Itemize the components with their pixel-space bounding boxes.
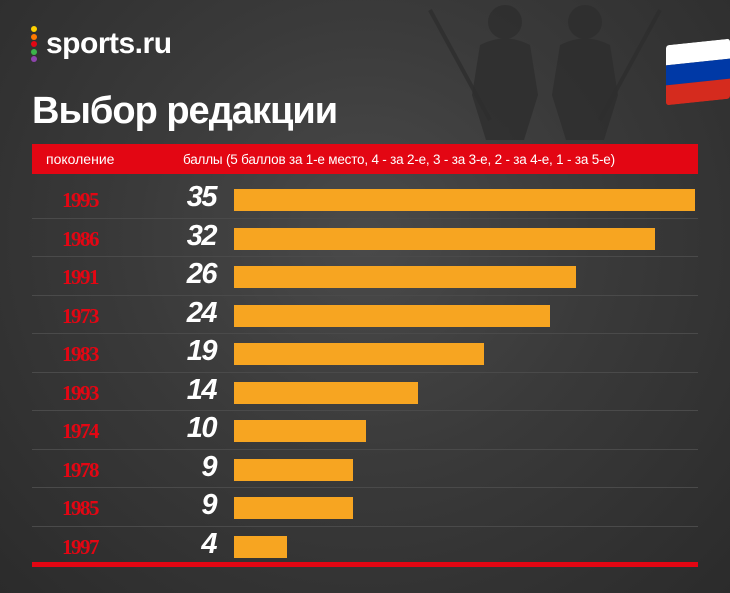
category-label: 1974 bbox=[62, 419, 100, 443]
header-generation: поколение bbox=[46, 151, 115, 167]
category-label: 1978 bbox=[62, 457, 100, 482]
bar bbox=[234, 535, 287, 558]
bar bbox=[234, 304, 551, 327]
value-label: 9 bbox=[201, 489, 217, 521]
bar bbox=[234, 227, 656, 250]
bar bbox=[234, 189, 695, 211]
logo-dot bbox=[31, 48, 37, 55]
value-label: 35 bbox=[186, 181, 218, 213]
logo-dot bbox=[31, 41, 37, 47]
value-label: 14 bbox=[186, 373, 218, 406]
russian-flag-icon bbox=[666, 38, 730, 106]
logo-dot bbox=[31, 33, 37, 40]
bar-row: 1985 9 bbox=[32, 488, 698, 527]
value-label: 32 bbox=[186, 219, 218, 252]
table-header: поколение баллы (5 баллов за 1-е место, … bbox=[32, 144, 698, 174]
sports-ru-logo[interactable]: sports.ru bbox=[30, 26, 172, 62]
bar bbox=[234, 420, 366, 442]
bar-row: 1974 10 bbox=[32, 411, 698, 450]
value-label: 4 bbox=[201, 527, 217, 560]
value-label: 9 bbox=[201, 450, 217, 483]
category-label: 1995 bbox=[62, 188, 100, 212]
bar-row: 1997 4 bbox=[32, 527, 698, 565]
bar-row: 1978 9 bbox=[32, 450, 698, 488]
bar-row: 1991 26 bbox=[32, 257, 698, 296]
category-label: 1985 bbox=[62, 496, 100, 520]
logo-text: sports.ru bbox=[46, 27, 172, 60]
bar-row: 1995 35 bbox=[32, 180, 698, 219]
bar-chart: 1995 35 1986 32 1991 26 1973 24 1983 19 1993 14 1974… bbox=[32, 180, 698, 565]
category-label: 1973 bbox=[62, 303, 100, 328]
chart-title: Выбор редакции bbox=[32, 90, 338, 132]
bar-row: 1983 19 bbox=[32, 334, 698, 373]
value-label: 24 bbox=[186, 296, 218, 329]
bar-row: 1993 14 bbox=[32, 373, 698, 411]
bar bbox=[234, 497, 353, 519]
value-label: 19 bbox=[186, 335, 218, 367]
logo-dot bbox=[31, 26, 37, 32]
category-label: 1983 bbox=[62, 342, 100, 366]
bar-row: 1973 24 bbox=[32, 296, 698, 334]
logo-dot bbox=[31, 56, 37, 62]
bar bbox=[234, 381, 419, 404]
hockey-players-silhouette bbox=[428, 5, 662, 140]
category-label: 1993 bbox=[62, 380, 100, 405]
bar bbox=[234, 458, 353, 481]
logo-dots-icon bbox=[30, 26, 38, 62]
value-label: 26 bbox=[186, 258, 218, 290]
value-label: 10 bbox=[186, 412, 218, 444]
bar bbox=[234, 266, 577, 288]
bar-row: 1986 32 bbox=[32, 219, 698, 257]
bar bbox=[234, 343, 485, 365]
category-label: 1986 bbox=[62, 226, 100, 251]
category-label: 1991 bbox=[62, 265, 100, 289]
category-label: 1997 bbox=[62, 534, 100, 559]
header-points: баллы (5 баллов за 1-е место, 4 - за 2-е… bbox=[183, 151, 615, 167]
bottom-divider bbox=[32, 562, 698, 567]
